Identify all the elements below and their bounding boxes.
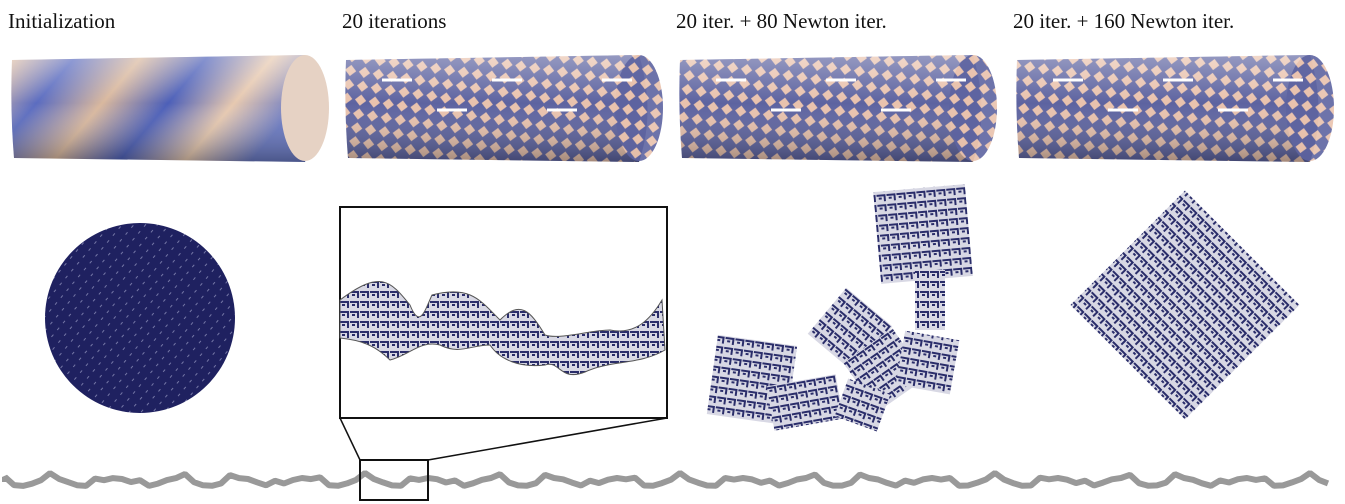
column-title: 20 iterations bbox=[342, 9, 446, 33]
cylinder-shade bbox=[345, 55, 647, 162]
cylinder-end bbox=[1286, 55, 1334, 161]
cylinders bbox=[345, 55, 1334, 162]
strip bbox=[5, 473, 1328, 486]
figure: Initialization 20 iterations 20 iter. + … bbox=[0, 0, 1345, 504]
zoom-connector bbox=[340, 418, 360, 460]
cylinder-end bbox=[615, 55, 663, 161]
cylinder-initialization bbox=[11, 55, 329, 162]
cylinder-shade bbox=[679, 55, 981, 162]
piece bbox=[915, 270, 945, 330]
cylinder-end bbox=[281, 55, 329, 161]
piece bbox=[896, 331, 960, 395]
disc bbox=[45, 223, 235, 413]
zoom-connector bbox=[428, 418, 667, 460]
cylinder-shade bbox=[1016, 55, 1318, 162]
titles: Initialization 20 iterations 20 iter. + … bbox=[8, 9, 1234, 33]
cylinder-end bbox=[949, 55, 997, 161]
unfolded-pieces bbox=[707, 184, 973, 431]
column-title: 20 iter. + 160 Newton iter. bbox=[1013, 9, 1234, 33]
piece bbox=[873, 184, 973, 284]
column-title: Initialization bbox=[8, 9, 116, 33]
column-title: 20 iter. + 80 Newton iter. bbox=[676, 9, 887, 33]
unfolded-square bbox=[1070, 190, 1299, 419]
cylinder-shade bbox=[11, 55, 313, 162]
